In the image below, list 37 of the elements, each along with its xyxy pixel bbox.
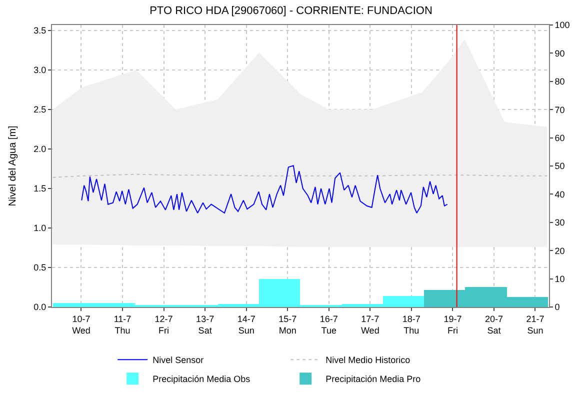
x-tick-label: 11-7 Thu [114, 314, 132, 336]
x-tick-label: 14-7 Sun [237, 314, 256, 336]
y2-tick-label: 80 [554, 76, 565, 87]
y2-tick-label: 10 [554, 274, 565, 284]
y2-tick-label: 0 [554, 302, 560, 312]
x-tick-label: 21-7 Sun [526, 314, 544, 336]
x-tick-label: 18-7 Thu [402, 314, 420, 336]
x-tick-label: 19-7 Fri [444, 314, 462, 336]
legend-label: Precipitación Media Pro [326, 374, 421, 384]
y-tick-label: 1.0 [34, 223, 46, 234]
y-tick-label: 3.0 [34, 65, 46, 76]
y-tick-label: 2.0 [34, 144, 46, 154]
y-tick-label: 2.5 [34, 104, 46, 115]
y2-tick-label: 50 [554, 161, 565, 172]
legend-label: Precipitación Media Obs [152, 374, 251, 384]
y2-tick-label: 30 [554, 218, 565, 228]
y2-tick-label: 20 [554, 246, 565, 256]
x-tick-label: 13-7 Sat [196, 314, 214, 336]
x-tick-label: 17-7 Wed [360, 314, 380, 336]
legend-label: Nivel Sensor [152, 355, 204, 366]
y2-tick-label: 60 [554, 132, 565, 143]
legend-label: Nivel Medio Historico [326, 355, 410, 366]
x-tick-label: 12-7 Fri [154, 314, 173, 336]
x-tick-label: 10-7 Wed [72, 314, 90, 336]
y2-tick-label: 90 [554, 48, 565, 58]
y-tick-label: 0.5 [34, 262, 46, 273]
x-tick-label: 15-7 Mon [278, 314, 297, 336]
y-tick-label: 0.0 [34, 302, 46, 312]
chart-title: PTO RICO HDA [29067060] - CORRIENTE: FUNDACION [150, 4, 432, 17]
y2-tick-label: 40 [554, 189, 565, 200]
y-axis-title: Nivel del Agua [m] [8, 125, 19, 206]
y2-tick-label: 70 [554, 104, 565, 115]
y-tick-label: 1.5 [34, 184, 46, 194]
y2-tick-label: 100 [554, 20, 570, 30]
x-tick-label: 16-7 Tue [320, 314, 338, 336]
x-tick-label: 20-7 Sat [484, 314, 503, 336]
y-tick-label: 3.5 [34, 26, 46, 36]
